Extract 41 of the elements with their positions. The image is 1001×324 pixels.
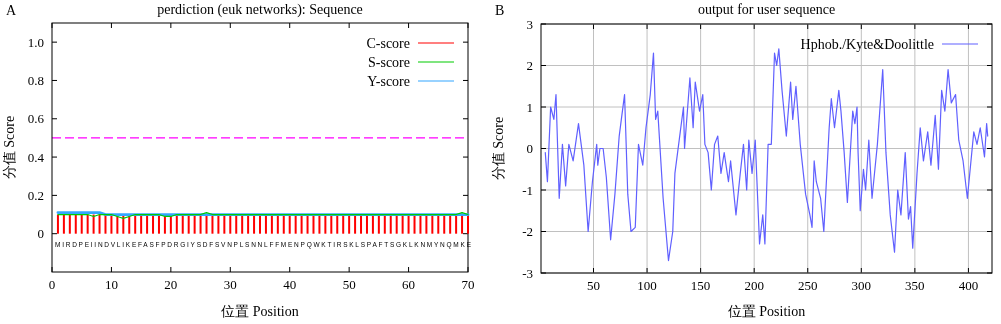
chart-title: perdiction (euk networks): Sequence: [157, 2, 363, 18]
chart-title: output for user sequence: [697, 2, 836, 17]
x-tick-label: 70: [461, 277, 475, 292]
x-tick-label: 30: [223, 277, 237, 292]
y-tick-label: 3: [526, 16, 533, 32]
y-tick-label: 1: [526, 99, 533, 115]
y-axis-title: 分值 Score: [2, 115, 17, 180]
y-tick-label: -1: [522, 182, 533, 198]
x-tick-label: 400: [958, 278, 979, 293]
x-tick-label: 150: [690, 278, 711, 293]
y-tick-label: 0.4: [27, 149, 45, 165]
x-tick-label: 200: [744, 278, 764, 293]
x-tick-label: 50: [342, 277, 356, 292]
legend-label: Y-score: [367, 73, 410, 89]
x-tick-label: 0: [48, 277, 56, 292]
y-tick-label: -3: [522, 265, 533, 281]
legend-label: S-score: [368, 54, 410, 70]
legend-label: Hphob./Kyte&Doolittle: [800, 36, 934, 52]
y-tick-label: 2: [526, 58, 533, 73]
x-tick-label: 350: [905, 278, 925, 293]
x-tick-label: 250: [797, 278, 818, 293]
x-tick-label: 50: [586, 278, 600, 293]
text: A: [6, 3, 17, 18]
x-tick-label: 10: [104, 277, 118, 292]
x-tick-label: 60: [402, 277, 416, 292]
y-tick-label: 0: [37, 226, 44, 242]
y-tick-label: 0: [526, 141, 533, 156]
text: B: [495, 3, 505, 18]
x-axis-title: 位置 Position: [727, 304, 806, 319]
y-tick-label: 0.8: [27, 72, 44, 88]
legend-label: C-score: [366, 35, 410, 51]
y-tick-label: -2: [522, 224, 533, 239]
x-tick-label: 40: [283, 277, 297, 292]
y-tick-label: 0.6: [27, 111, 45, 127]
y-tick-label: 0.2: [27, 187, 44, 203]
y-tick-label: 1.0: [27, 34, 44, 50]
x-tick-label: 100: [637, 278, 657, 293]
x-axis-title: 位置 Position: [221, 304, 299, 319]
y-axis-title: 分值 Score: [491, 116, 506, 181]
x-tick-label: 300: [851, 278, 872, 293]
x-tick-label: 20: [164, 277, 178, 292]
